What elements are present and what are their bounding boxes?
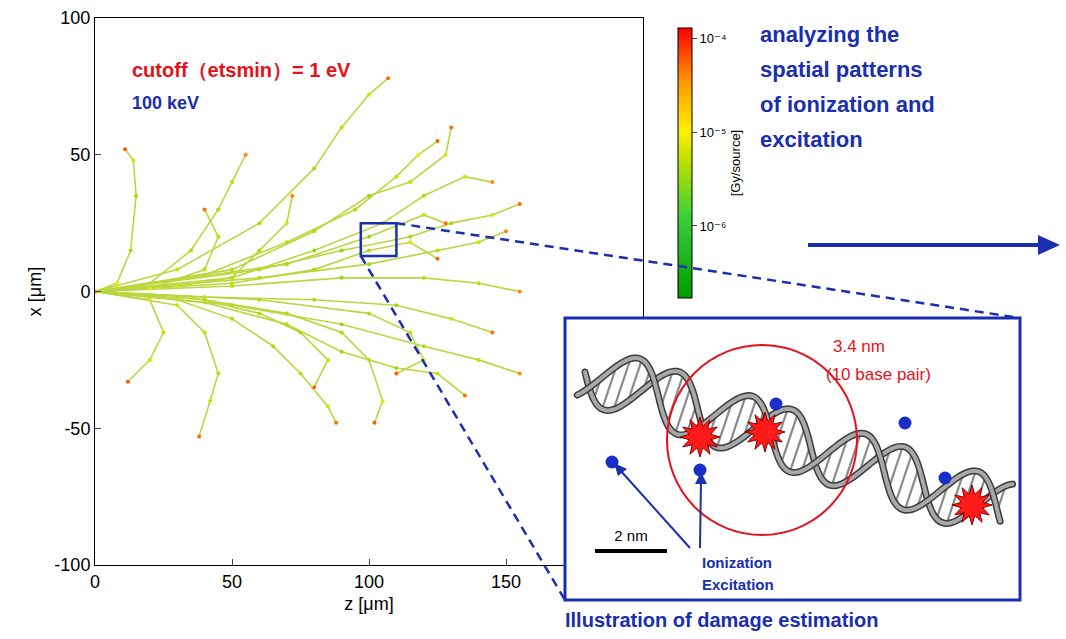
svg-text:50: 50 bbox=[70, 145, 90, 165]
svg-text:x [μm]: x [μm] bbox=[25, 267, 45, 316]
svg-text:Excitation: Excitation bbox=[702, 576, 774, 593]
svg-text:excitation: excitation bbox=[760, 127, 863, 152]
svg-text:Illustration of damage estimat: Illustration of damage estimation bbox=[565, 609, 878, 631]
svg-text:Ionization: Ionization bbox=[702, 554, 772, 571]
svg-text:50: 50 bbox=[222, 572, 242, 592]
svg-text:0: 0 bbox=[80, 282, 90, 302]
svg-text:cutoff（etsmin）= 1 eV: cutoff（etsmin）= 1 eV bbox=[132, 59, 351, 81]
svg-text:100: 100 bbox=[60, 8, 90, 28]
svg-text:2 nm: 2 nm bbox=[614, 527, 647, 544]
svg-text:[Gy/source]: [Gy/source] bbox=[728, 130, 743, 196]
svg-text:of ionization and: of ionization and bbox=[760, 92, 935, 117]
svg-text:-50: -50 bbox=[64, 419, 90, 439]
svg-text:3.4 nm: 3.4 nm bbox=[833, 337, 885, 356]
svg-text:analyzing the: analyzing the bbox=[760, 22, 899, 47]
svg-text:10⁻⁶: 10⁻⁶ bbox=[700, 218, 727, 233]
svg-text:100: 100 bbox=[354, 572, 384, 592]
svg-text:0: 0 bbox=[90, 572, 100, 592]
svg-text:z [μm]: z [μm] bbox=[344, 594, 393, 614]
svg-text:spatial patterns: spatial patterns bbox=[760, 57, 923, 82]
svg-text:150: 150 bbox=[491, 572, 521, 592]
svg-text:10⁻⁵: 10⁻⁵ bbox=[700, 125, 727, 140]
svg-text:-100: -100 bbox=[54, 555, 90, 575]
svg-text:100 keV: 100 keV bbox=[132, 93, 199, 113]
svg-text:10⁻⁴: 10⁻⁴ bbox=[700, 31, 727, 46]
svg-text:(10 base pair): (10 base pair) bbox=[826, 365, 931, 384]
